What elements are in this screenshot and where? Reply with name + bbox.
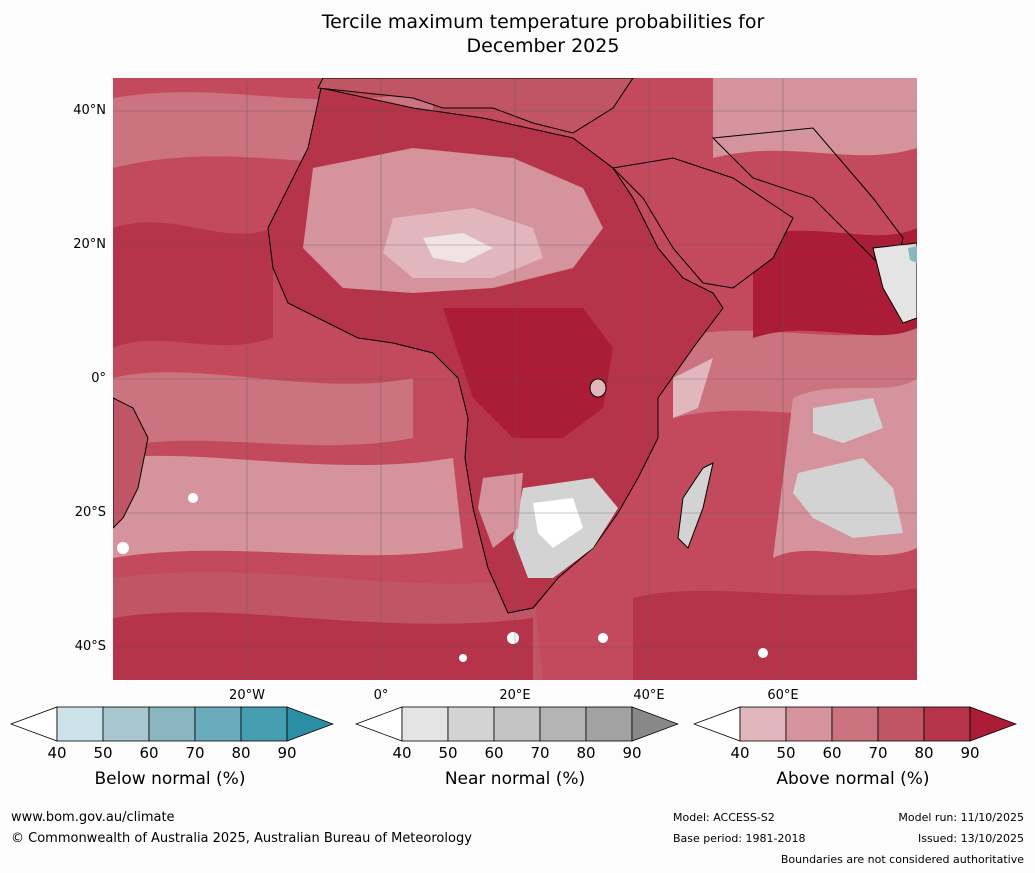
india-below-normal xyxy=(908,246,917,263)
title-line-1: Tercile maximum temperature probabilitie… xyxy=(321,11,765,33)
lat-label-20s: 20°S xyxy=(74,505,106,520)
field-band xyxy=(113,612,533,680)
lat-label-0: 0° xyxy=(91,371,106,386)
below-normal-swatch-80 xyxy=(240,706,288,742)
lon-label-20w: 20°W xyxy=(229,688,265,703)
near-normal-tick-50: 50 xyxy=(438,744,458,762)
above-normal-tick-70: 70 xyxy=(868,744,888,762)
map-svg xyxy=(113,78,917,680)
footer-url[interactable]: www.bom.gov.au/climate xyxy=(11,810,175,825)
above-normal-colorbar xyxy=(693,706,1017,742)
india xyxy=(872,242,917,324)
ocean-near-normal-2 xyxy=(793,458,903,538)
above-normal-swatch-60 xyxy=(831,706,879,742)
near-normal-tick-60: 60 xyxy=(484,744,504,762)
lon-label-0: 0° xyxy=(373,688,389,703)
coastal-band xyxy=(673,358,713,418)
below-normal-tick-80: 80 xyxy=(231,744,251,762)
chart-title: Tercile maximum temperature probabilitie… xyxy=(0,10,1035,58)
field-spot xyxy=(459,654,467,662)
above-normal-tick-40: 40 xyxy=(730,744,750,762)
below-normal-swatch-70 xyxy=(194,706,242,742)
footer-issued: Issued: 13/10/2025 xyxy=(917,832,1024,845)
near-normal-swatch-70 xyxy=(539,706,587,742)
field-spot xyxy=(507,632,519,644)
field-band xyxy=(113,222,273,348)
above-normal-tick-50: 50 xyxy=(776,744,796,762)
near-normal-tick-40: 40 xyxy=(392,744,412,762)
south-america-edge xyxy=(113,397,149,529)
above-normal-swatch-max xyxy=(969,706,1017,742)
below-normal-swatch-40 xyxy=(56,706,104,742)
near-normal-swatch-40 xyxy=(401,706,449,742)
above-normal-swatch-50 xyxy=(785,706,833,742)
field-spot xyxy=(598,633,608,643)
sahara-hotspot xyxy=(423,233,493,263)
above-normal-swatch-80 xyxy=(923,706,971,742)
below-normal-tick-70: 70 xyxy=(185,744,205,762)
graticule xyxy=(113,78,917,680)
lon-label-20e: 20°E xyxy=(499,688,531,703)
near-normal-swatch-max xyxy=(631,706,679,742)
near-normal-tick-80: 80 xyxy=(576,744,596,762)
field-spot xyxy=(117,542,129,554)
lat-label-20n: 20°N xyxy=(73,237,106,252)
central-africa-region xyxy=(443,308,613,438)
above-normal-tick-60: 60 xyxy=(822,744,842,762)
madagascar xyxy=(677,462,714,549)
below-normal-tick-60: 60 xyxy=(139,744,159,762)
above-normal-label: Above normal (%) xyxy=(776,769,930,789)
below-normal-tick-40: 40 xyxy=(47,744,67,762)
above-normal-tick-80: 80 xyxy=(914,744,934,762)
namibia-region xyxy=(478,473,523,548)
lake-victoria xyxy=(589,378,607,398)
field-spot xyxy=(758,648,768,658)
near-normal-swatch-50 xyxy=(447,706,495,742)
lat-label-40s: 40°S xyxy=(74,639,106,654)
below-normal-tick-90: 90 xyxy=(277,744,297,762)
arabian-peninsula xyxy=(611,157,794,289)
below-normal-swatch-50 xyxy=(102,706,150,742)
lon-label-60e: 60°E xyxy=(767,688,799,703)
field-band xyxy=(633,588,917,680)
near-normal-label: Near normal (%) xyxy=(444,769,586,789)
lat-label-40n: 40°N xyxy=(73,103,106,118)
footer-base-period: Base period: 1981-2018 xyxy=(673,832,806,845)
footer-model: Model: ACCESS-S2 xyxy=(673,811,775,824)
southern-africa-hotspot xyxy=(533,498,583,548)
near-normal-colorbar xyxy=(355,706,679,742)
footer-copyright: © Commonwealth of Australia 2025, Austra… xyxy=(11,831,472,846)
near-normal-swatch-min xyxy=(355,706,403,742)
footer-disclaimer: Boundaries are not considered authoritat… xyxy=(780,853,1024,866)
near-normal-swatch-80 xyxy=(585,706,633,742)
above-normal-swatch-70 xyxy=(877,706,925,742)
above-normal-swatch-min xyxy=(693,706,741,742)
field-band xyxy=(713,78,917,158)
lon-label-40e: 40°E xyxy=(633,688,665,703)
below-normal-tick-50: 50 xyxy=(93,744,113,762)
ocean-near-normal-1 xyxy=(813,398,883,443)
above-normal-tick-90: 90 xyxy=(960,744,980,762)
below-normal-swatch-max xyxy=(286,706,334,742)
below-normal-colorbar xyxy=(10,706,334,742)
title-line-2: December 2025 xyxy=(466,35,620,57)
field-spot xyxy=(188,493,198,503)
near-normal-tick-70: 70 xyxy=(530,744,550,762)
footer-model-run: Model run: 11/10/2025 xyxy=(898,811,1024,824)
field-band xyxy=(113,372,413,448)
below-normal-swatch-min xyxy=(10,706,58,742)
below-normal-label: Below normal (%) xyxy=(94,769,246,789)
near-normal-swatch-60 xyxy=(493,706,541,742)
europe-coast xyxy=(317,78,634,134)
above-normal-swatch-40 xyxy=(739,706,787,742)
near-normal-tick-90: 90 xyxy=(622,744,642,762)
field-band xyxy=(113,455,463,558)
probability-map xyxy=(113,78,917,680)
below-normal-swatch-60 xyxy=(148,706,196,742)
